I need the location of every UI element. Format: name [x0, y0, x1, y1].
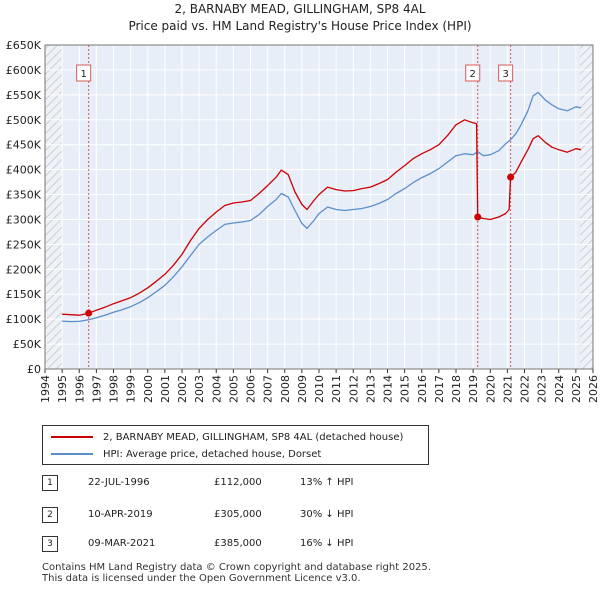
price-chart: £0 £50K £100K £150K £200K £250K £300K £350K £400…: [6, 39, 600, 403]
hatch-region-left: [45, 45, 63, 369]
footer-copyright: Contains HM Land Registry data © Crown c…: [42, 562, 431, 573]
x-tick-label: 1999: [125, 375, 138, 403]
x-tick-label: 2007: [262, 375, 275, 403]
x-tick-label: 2023: [536, 375, 549, 403]
x-tick-label: 2020: [484, 375, 497, 403]
transaction-number: 2: [42, 507, 58, 523]
legend-swatch-property: [51, 436, 93, 438]
transaction-hpi-diff: 13% ↑ HPI: [300, 477, 354, 488]
x-tick-label: 2010: [313, 375, 326, 403]
legend-swatch-hpi: [51, 453, 93, 455]
transaction-date: 09-MAR-2021: [88, 538, 156, 549]
chart-subtitle: Price paid vs. HM Land Registry's House …: [128, 19, 472, 33]
transaction-hpi-diff: 16% ↓ HPI: [300, 538, 354, 549]
y-tick-label: £300K: [6, 213, 42, 226]
x-tick-label: 2015: [399, 375, 412, 403]
x-tick-label: 1996: [73, 375, 86, 403]
y-tick-label: £600K: [6, 64, 42, 77]
x-tick-label: 2003: [193, 375, 206, 403]
transaction-price: £112,000: [214, 477, 262, 488]
x-tick-label: 2026: [587, 375, 600, 403]
x-tick-label: 2005: [227, 375, 240, 403]
x-tick-label: 2001: [159, 375, 172, 403]
x-tick-label: 2006: [245, 375, 258, 403]
y-tick-label: £350K: [6, 189, 42, 202]
sale-label: 3: [502, 69, 508, 80]
x-tick-label: 2014: [382, 375, 395, 403]
sale-point: [85, 309, 93, 317]
legend-label-property: 2, BARNABY MEAD, GILLINGHAM, SP8 4AL (de…: [103, 431, 404, 443]
transaction-hpi-diff: 30% ↓ HPI: [300, 509, 354, 520]
series-line: [62, 119, 582, 316]
x-tick-label: 2018: [450, 375, 463, 403]
legend: 2, BARNABY MEAD, GILLINGHAM, SP8 4AL (de…: [42, 425, 429, 465]
legend-item-hpi: HPI: Average price, detached house, Dors…: [51, 447, 321, 461]
y-tick-label: £200K: [6, 263, 42, 276]
y-tick-label: £0: [27, 363, 41, 376]
x-tick-label: 2009: [296, 375, 309, 403]
y-tick-label: £250K: [6, 238, 42, 251]
x-tick-label: 2002: [176, 375, 189, 403]
footer: Contains HM Land Registry data © Crown c…: [42, 562, 431, 584]
sale-label-box: [76, 64, 92, 82]
transaction-date: 22-JUL-1996: [88, 477, 150, 488]
hatch-region-right: [580, 45, 593, 369]
plot-border: [44, 44, 594, 370]
y-tick-label: £400K: [6, 164, 42, 177]
x-tick-label: 1995: [56, 375, 69, 403]
x-tick-label: 2022: [519, 375, 532, 403]
series-line: [62, 91, 582, 323]
x-tick-label: 2024: [553, 375, 566, 403]
transaction-number: 1: [42, 475, 58, 491]
sale-point: [507, 173, 515, 181]
x-tick-label: 2017: [433, 375, 446, 403]
x-tick-label: 2025: [570, 375, 583, 403]
footer-licence: This data is licensed under the Open Gov…: [42, 573, 361, 584]
sale-label-box: [465, 64, 481, 82]
x-tick-label: 2008: [279, 375, 292, 403]
transaction-price: £385,000: [214, 538, 262, 549]
x-tick-label: 2000: [142, 375, 155, 403]
y-tick-label: £550K: [6, 89, 42, 102]
chart-title: 2, BARNABY MEAD, GILLINGHAM, SP8 4AL: [174, 2, 426, 16]
sale-point: [474, 213, 482, 221]
x-tick-label: 2021: [501, 375, 514, 403]
x-tick-label: 2013: [364, 375, 377, 403]
x-tick-label: 1994: [39, 375, 52, 403]
sale-label: 1: [80, 69, 86, 80]
legend-item-property: 2, BARNABY MEAD, GILLINGHAM, SP8 4AL (de…: [51, 430, 403, 444]
sale-label: 2: [470, 69, 476, 80]
x-tick-label: 2011: [330, 375, 343, 403]
x-tick-label: 2016: [416, 375, 429, 403]
x-tick-label: 2019: [467, 375, 480, 403]
x-tick-label: 2004: [210, 375, 223, 403]
y-tick-label: £650K: [6, 39, 42, 52]
transaction-number: 3: [42, 536, 58, 552]
y-tick-label: £500K: [6, 114, 42, 127]
transaction-row: 3 09-MAR-2021 £385,000 16% ↓ HPI: [42, 536, 402, 554]
sale-label-box: [498, 64, 514, 82]
x-tick-label: 1998: [108, 375, 121, 403]
y-tick-label: £150K: [6, 288, 42, 301]
y-tick-label: £450K: [6, 139, 42, 152]
x-tick-label: 1997: [90, 375, 103, 403]
transaction-row: 2 10-APR-2019 £305,000 30% ↓ HPI: [42, 507, 402, 525]
x-tick-label: 2012: [347, 375, 360, 403]
transaction-row: 1 22-JUL-1996 £112,000 13% ↑ HPI: [42, 475, 402, 493]
y-tick-label: £50K: [13, 338, 42, 351]
transaction-price: £305,000: [214, 509, 262, 520]
y-tick-label: £100K: [6, 313, 42, 326]
transaction-date: 10-APR-2019: [88, 509, 153, 520]
legend-label-hpi: HPI: Average price, detached house, Dors…: [103, 448, 322, 460]
